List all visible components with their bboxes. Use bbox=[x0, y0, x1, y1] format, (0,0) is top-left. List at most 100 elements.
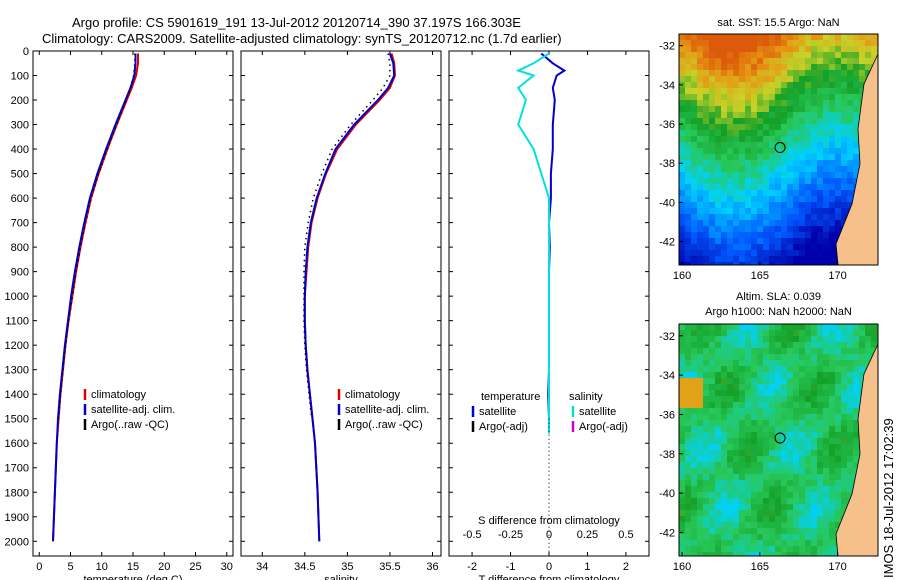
map-cell bbox=[805, 76, 811, 82]
map-cell bbox=[679, 528, 685, 534]
map-cell bbox=[793, 118, 799, 124]
map-cell bbox=[703, 184, 709, 190]
map-cell bbox=[811, 354, 817, 360]
map-cell bbox=[811, 262, 817, 265]
map-cell bbox=[811, 46, 817, 52]
map-cell bbox=[871, 336, 877, 342]
map-cell bbox=[781, 456, 787, 462]
map-cell bbox=[835, 88, 841, 94]
map-cell bbox=[769, 540, 775, 546]
map-cell bbox=[763, 178, 769, 184]
map-cell bbox=[679, 214, 685, 220]
map-cell bbox=[685, 492, 691, 498]
map-cell bbox=[703, 546, 709, 552]
map-cell bbox=[679, 522, 685, 528]
map-cell bbox=[847, 94, 853, 100]
map-cell bbox=[757, 372, 763, 378]
map-cell bbox=[823, 106, 829, 112]
map-cell bbox=[865, 324, 871, 330]
map-cell bbox=[739, 70, 745, 76]
map-cell bbox=[799, 546, 805, 552]
map-cell bbox=[751, 516, 757, 522]
map-cell bbox=[733, 70, 739, 76]
map-cell bbox=[697, 552, 703, 556]
map-cell bbox=[697, 456, 703, 462]
map-cell bbox=[817, 450, 823, 456]
map-cell bbox=[847, 40, 853, 46]
panels: 0100200300400500600700800900100011001200… bbox=[5, 17, 879, 580]
map-cell bbox=[751, 342, 757, 348]
map-cell bbox=[751, 552, 757, 556]
map-cell bbox=[697, 166, 703, 172]
map-cell bbox=[697, 88, 703, 94]
map-cell bbox=[853, 420, 859, 426]
map-cell bbox=[691, 432, 697, 438]
map-cell bbox=[691, 238, 697, 244]
map-cell bbox=[787, 546, 793, 552]
map-cell bbox=[733, 528, 739, 534]
map-cell bbox=[703, 196, 709, 202]
map-cell bbox=[841, 202, 847, 208]
map-cell bbox=[745, 432, 751, 438]
map-cell bbox=[793, 372, 799, 378]
map-cell bbox=[799, 250, 805, 256]
map-cell bbox=[841, 438, 847, 444]
map-cell bbox=[691, 214, 697, 220]
map-cell bbox=[721, 462, 727, 468]
map-cell bbox=[805, 184, 811, 190]
map-cell bbox=[799, 178, 805, 184]
map-cell bbox=[745, 342, 751, 348]
x-tick-label: 35.5 bbox=[379, 561, 400, 573]
map-cell bbox=[715, 342, 721, 348]
map-cell bbox=[757, 118, 763, 124]
map-cell bbox=[853, 468, 859, 474]
map-cell bbox=[829, 432, 835, 438]
map-cell bbox=[715, 154, 721, 160]
map-cell bbox=[721, 70, 727, 76]
map-cell bbox=[835, 58, 841, 64]
map-cell bbox=[697, 226, 703, 232]
map-cell bbox=[763, 94, 769, 100]
map-cell bbox=[751, 160, 757, 166]
map-cell bbox=[703, 486, 709, 492]
map-cell bbox=[703, 504, 709, 510]
map-cell bbox=[793, 402, 799, 408]
map-cell bbox=[697, 468, 703, 474]
map-cell bbox=[751, 100, 757, 106]
map-cell bbox=[775, 402, 781, 408]
map-cell bbox=[769, 390, 775, 396]
map-cell bbox=[685, 238, 691, 244]
map-cell bbox=[709, 414, 715, 420]
map-cell bbox=[799, 336, 805, 342]
map-cell bbox=[763, 34, 769, 40]
map-cell bbox=[739, 106, 745, 112]
map-cell bbox=[727, 100, 733, 106]
map-cell bbox=[847, 172, 853, 178]
map-cell bbox=[823, 342, 829, 348]
map-cell bbox=[817, 256, 823, 262]
profile-panel-1: 0100200300400500600700800900100011001200… bbox=[5, 46, 234, 580]
map-cell bbox=[763, 528, 769, 534]
map-cell bbox=[721, 94, 727, 100]
map-cell bbox=[847, 360, 853, 366]
map-cell bbox=[763, 492, 769, 498]
map-cell bbox=[715, 34, 721, 40]
map-cell bbox=[799, 450, 805, 456]
map-cell bbox=[853, 342, 859, 348]
map-cell bbox=[811, 208, 817, 214]
map-cell bbox=[709, 432, 715, 438]
map-cell bbox=[733, 250, 739, 256]
map-frame bbox=[678, 33, 879, 266]
map-cell bbox=[811, 348, 817, 354]
map-cell bbox=[793, 504, 799, 510]
map-cell bbox=[691, 64, 697, 70]
map-cell bbox=[727, 468, 733, 474]
map-cell bbox=[685, 166, 691, 172]
map-cell bbox=[763, 208, 769, 214]
map-cell bbox=[799, 34, 805, 40]
secondary-axis-label: S difference from climatology bbox=[478, 515, 620, 527]
map-cell bbox=[721, 426, 727, 432]
map-cell bbox=[709, 492, 715, 498]
map-cell bbox=[733, 220, 739, 226]
map-cell bbox=[865, 348, 871, 354]
